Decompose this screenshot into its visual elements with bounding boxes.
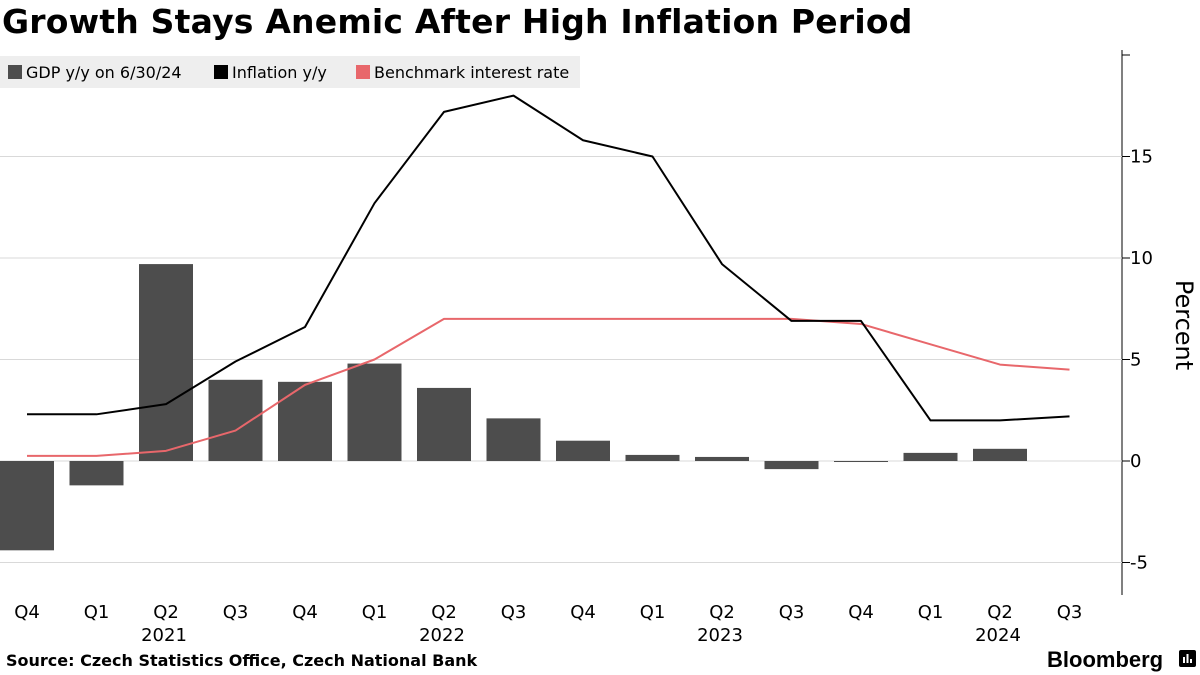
- gdp-bars: [0, 264, 1027, 551]
- gdp-bar: [69, 461, 124, 486]
- y-axis-title: Percent: [1170, 280, 1198, 370]
- y-tick-label: 0: [1130, 451, 1141, 472]
- bloomberg-logo: Bloomberg: [1047, 647, 1164, 672]
- x-tick-label: Q1: [84, 602, 110, 623]
- x-tick-label: Q3: [501, 602, 527, 623]
- gdp-bar: [417, 387, 471, 461]
- y-tick-label: 5: [1130, 350, 1141, 371]
- x-year-label: 2024: [975, 625, 1021, 646]
- gdp-bar: [973, 448, 1027, 461]
- x-tick-label: Q3: [223, 602, 249, 623]
- y-tick-label: -5: [1130, 553, 1148, 574]
- benchmark-rate-line: [27, 317, 1070, 457]
- gdp-bar: [208, 379, 263, 461]
- x-tick-label: Q1: [640, 602, 666, 623]
- x-tick-label: Q1: [362, 602, 388, 623]
- bloomberg-terminal-icon: [1179, 650, 1196, 667]
- y-tick-label: 15: [1130, 147, 1153, 168]
- x-year-label: 2023: [697, 625, 743, 646]
- gdp-bar: [486, 418, 541, 461]
- inflation-line: [27, 94, 1070, 422]
- legend-swatch: [8, 65, 22, 79]
- x-tick-label: Q2: [153, 602, 179, 623]
- y-tick-label: 10: [1130, 248, 1153, 269]
- source-note: Source: Czech Statistics Office, Czech N…: [6, 651, 478, 670]
- gdp-bar: [278, 381, 332, 461]
- x-tick-label: Q4: [292, 602, 318, 623]
- legend-background: [0, 56, 580, 88]
- legend-label: Benchmark interest rate: [374, 63, 569, 82]
- gdp-bar: [347, 363, 402, 461]
- x-year-label: 2021: [141, 625, 187, 646]
- gdp-bar: [695, 456, 749, 461]
- chart-lines: [27, 94, 1070, 457]
- x-tick-label: Q2: [431, 602, 457, 623]
- x-tick-label: Q4: [570, 602, 596, 623]
- gdp-bar: [764, 461, 819, 470]
- x-tick-label: Q4: [14, 602, 40, 623]
- x-year-label: 2022: [419, 625, 465, 646]
- gdp-bar: [139, 264, 193, 461]
- chart-title: Growth Stays Anemic After High Inflation…: [2, 2, 913, 41]
- legend: GDP y/y on 6/30/24 Inflation y/y Benchmark…: [8, 63, 569, 82]
- legend-label: Inflation y/y: [232, 63, 327, 82]
- x-axis: Q4 Q1 Q2 Q3 Q4 Q1 Q2 Q3 Q4 Q1 Q2 Q3 Q4 Q1 Q2 Q3 2021 2022…: [14, 602, 1082, 646]
- x-tick-label: Q1: [918, 602, 944, 623]
- x-tick-label: Q3: [779, 602, 805, 623]
- legend-swatch: [214, 65, 228, 79]
- x-tick-label: Q2: [709, 602, 735, 623]
- gdp-bar: [834, 461, 888, 463]
- gdp-bar: [0, 461, 54, 551]
- x-tick-label: Q3: [1057, 602, 1083, 623]
- legend-swatch: [356, 65, 370, 79]
- gdp-bar: [903, 452, 958, 461]
- x-tick-label: Q4: [848, 602, 874, 623]
- gdp-bar: [556, 440, 610, 461]
- legend-label: GDP y/y on 6/30/24: [26, 63, 182, 82]
- x-tick-label: Q2: [987, 602, 1013, 623]
- gdp-bar: [625, 454, 680, 461]
